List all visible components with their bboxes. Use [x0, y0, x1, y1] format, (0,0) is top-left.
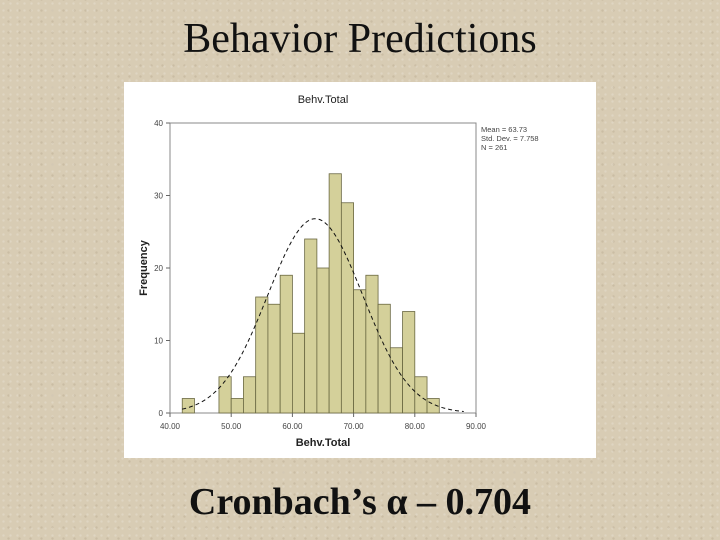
- stats-mean-label: Mean = 63.73: [481, 125, 527, 134]
- histogram-bar: [255, 296, 269, 414]
- histogram-chart: 0 10 20 30 40 40.00 50.00 60.00 70.00 80.00 90.00 B…: [124, 82, 596, 458]
- histogram-bar: [328, 173, 342, 414]
- histogram-bar: [181, 398, 195, 414]
- x-tick-label: 70.00: [344, 422, 365, 431]
- histogram-bar: [316, 267, 330, 414]
- histogram-bar: [340, 202, 355, 414]
- histogram-bar: [377, 303, 391, 414]
- y-tick-label: 10: [154, 337, 163, 346]
- chart-title: Behv.Total: [298, 94, 349, 106]
- x-tick-label: 60.00: [282, 422, 303, 431]
- x-axis-label: Behv.Total: [296, 437, 351, 449]
- histogram-bar: [218, 376, 232, 414]
- normal-curve-line: [182, 218, 464, 413]
- histogram-bar: [267, 303, 281, 414]
- y-tick-label: 30: [154, 192, 163, 201]
- y-tick-label: 20: [154, 264, 163, 273]
- histogram-bar: [414, 376, 428, 414]
- histogram-bar: [304, 238, 318, 414]
- x-tick-label: 40.00: [160, 422, 181, 431]
- histogram-bar: [279, 274, 293, 414]
- x-tick-label: 80.00: [405, 422, 426, 431]
- stats-sd-label: Std. Dev. = 7.758: [481, 134, 539, 143]
- y-tick-label: 0: [159, 409, 164, 418]
- y-tick-label: 40: [154, 119, 163, 128]
- histogram-bar: [243, 376, 257, 414]
- histogram-bar: [291, 332, 306, 414]
- slide-title: Behavior Predictions: [183, 16, 537, 62]
- histogram-bar: [402, 311, 416, 414]
- x-tick-label: 90.00: [466, 422, 487, 431]
- histogram-svg: 0 10 20 30 40 40.00 50.00 60.00 70.00 80.00 90.00 B…: [138, 94, 539, 449]
- histogram-bar: [389, 347, 403, 414]
- y-axis-label: Frequency: [138, 239, 150, 296]
- histogram-bar: [230, 398, 244, 414]
- cronbach-alpha-text: Cronbach’s α – 0.704: [188, 481, 532, 523]
- stats-n-label: N = 261: [481, 143, 507, 152]
- x-tick-label: 50.00: [221, 422, 242, 431]
- histogram-bar: [353, 289, 367, 414]
- histogram-bar: [365, 274, 379, 414]
